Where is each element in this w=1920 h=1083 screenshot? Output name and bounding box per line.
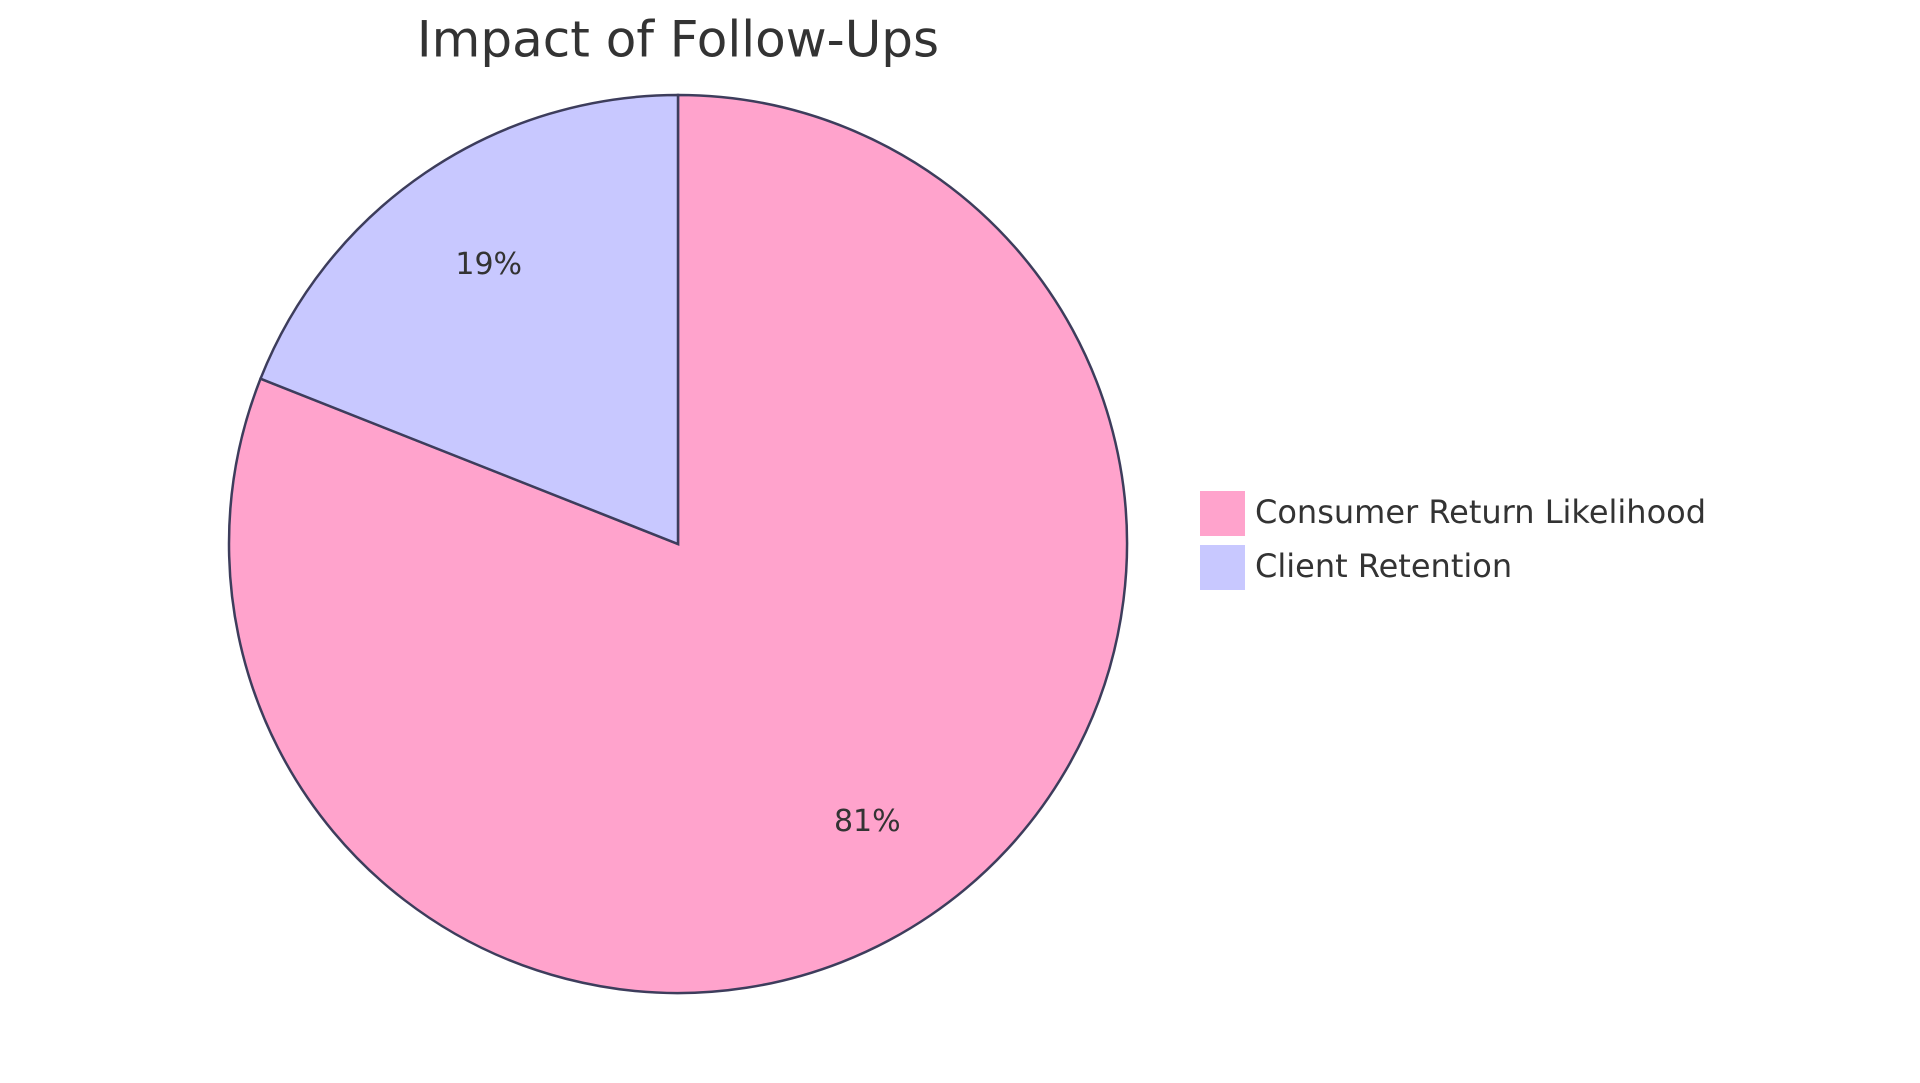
- slice-label: 19%: [455, 247, 522, 282]
- legend-swatch: [1200, 491, 1245, 536]
- chart-title: Impact of Follow-Ups: [417, 11, 939, 69]
- pie-slice: [258, 93, 680, 546]
- legend-label: Client Retention: [1255, 547, 1512, 585]
- slice-label: 81%: [834, 804, 901, 839]
- legend-label: Consumer Return Likelihood: [1255, 493, 1706, 531]
- legend-swatch: [1200, 545, 1245, 590]
